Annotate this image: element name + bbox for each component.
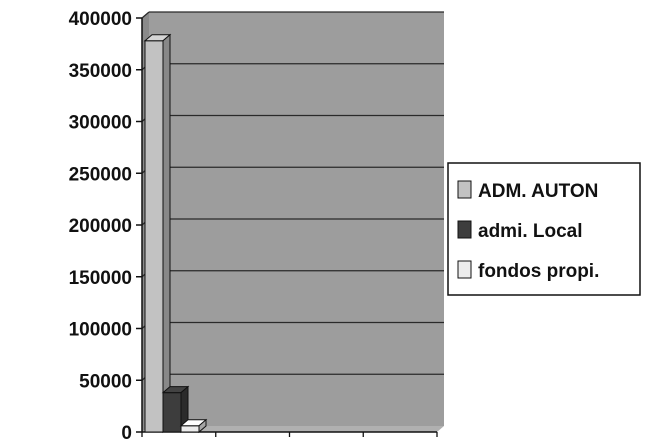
legend-item-admi-local: admi. Local xyxy=(457,220,583,242)
y-tick-label: 300000 xyxy=(69,113,132,134)
y-axis-tick-labels: 0 50000 100000 150000 200000 250000 300000 3500… xyxy=(69,9,142,443)
bar-front xyxy=(144,40,164,433)
legend-item-fondos-propi: fondos propi. xyxy=(457,260,599,282)
bar-side xyxy=(198,418,207,434)
gridline-side xyxy=(141,11,150,19)
legend-label: admi. Local xyxy=(478,221,583,242)
plot-floor xyxy=(142,426,444,432)
bar-front xyxy=(162,392,182,433)
y-tick-label: 0 xyxy=(121,423,132,443)
bar-adm-auton xyxy=(143,33,172,434)
y-tick-label: 50000 xyxy=(79,371,132,392)
y-tick-label: 200000 xyxy=(69,216,132,237)
bar-front xyxy=(180,425,200,433)
y-tick-label: 100000 xyxy=(69,320,132,341)
bar-side xyxy=(162,33,171,434)
y-tick-label: 400000 xyxy=(69,9,132,30)
y-tick-label: 350000 xyxy=(69,61,132,82)
legend-swatch xyxy=(457,180,472,199)
legend-box xyxy=(447,162,641,296)
y-tick-label: 150000 xyxy=(69,268,132,289)
legend-swatch xyxy=(457,260,472,279)
legend-item-adm-auton: ADM. AUTON xyxy=(457,180,598,202)
plot-area xyxy=(141,11,444,437)
legend: ADM. AUTON admi. Local fondos propi. xyxy=(447,162,641,296)
bar-fondos-propi xyxy=(179,418,208,434)
legend-swatch xyxy=(457,220,472,239)
y-tick-label: 250000 xyxy=(69,164,132,185)
legend-label: fondos propi. xyxy=(478,261,599,282)
legend-label: ADM. AUTON xyxy=(478,181,598,202)
